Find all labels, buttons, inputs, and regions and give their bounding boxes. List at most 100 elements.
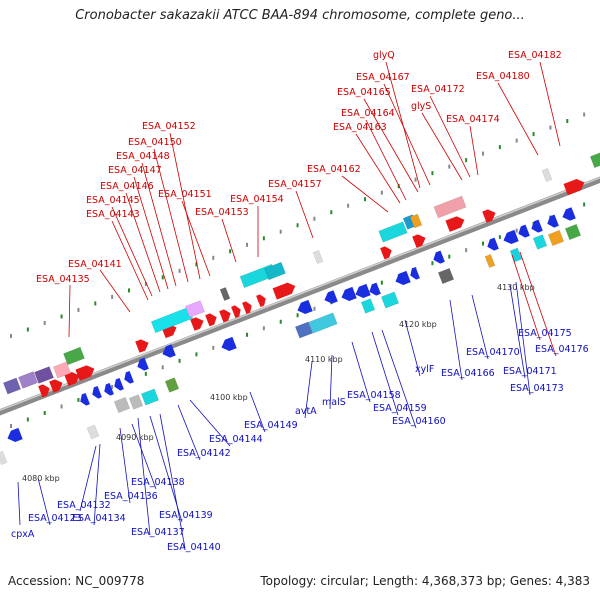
tick-mark [431,171,434,176]
reverse-gene [487,237,499,251]
tick-mark [465,248,468,253]
rna-gene [264,261,286,281]
gene-label: ESA_04167 [356,72,410,83]
gene-label: ESA_04165 [337,87,391,98]
gene-label: ESA_04123 [28,513,82,524]
topology-text: Topology: circular; Length: 4,368,373 bp… [260,574,590,588]
accession-text: Accession: NC_009778 [8,574,145,588]
tick-mark [583,112,586,117]
reverse-gene [369,282,381,296]
scale-label: 4100 kbp [210,393,248,402]
gene-label: ESA_04172 [411,84,465,95]
gene-label: ESA_04139 [159,510,213,521]
leader-line [153,148,189,283]
reverse-gene [562,207,576,221]
tick-mark [566,119,569,124]
tick-mark [296,223,299,228]
tick-mark [212,345,215,350]
gene-label: ESA_04132 [57,500,111,511]
leader-line [295,190,314,239]
leader-line [351,341,371,403]
tick-mark [583,202,586,207]
forward-gene [563,178,585,196]
gene-features [0,151,600,466]
leader-line [181,200,211,277]
leader-line [341,175,389,213]
leader-line [37,477,51,526]
tick-mark [128,288,130,293]
tick-mark [111,294,114,299]
tick-mark [482,241,484,246]
forward-gene [412,234,426,248]
gene-label: ESA_04180 [476,71,530,82]
tick-mark [246,242,248,247]
rna-gene [378,221,408,243]
gene-label: cpxA [11,529,35,540]
leader-line [497,82,539,156]
gene-label: ESA_04157 [268,179,322,190]
leader-line [519,251,557,357]
forward-gene [205,313,217,327]
leader-line [371,331,399,416]
scale-label: 4090 kbp [116,433,154,442]
leader-line [355,133,401,204]
leader-line [471,294,489,360]
forward-gene [135,339,149,353]
reverse-gene [221,336,237,351]
gene-label: ESA_04158 [347,390,401,401]
tick-mark [195,352,198,357]
tick-mark [212,255,215,260]
scale-labels: 4080 kbp 4090 kbp 4100 kbp 4110 kbp 4120… [22,283,535,483]
gene-label: ESA_04151 [158,189,212,200]
reverse-gene [503,229,519,244]
gene-label: ESA_04136 [104,491,158,502]
tick-mark [482,151,484,156]
tick-mark [414,177,417,182]
misc-feature [484,253,496,269]
tick-mark [10,424,12,428]
gene-label: ESA_04147 [108,165,162,176]
tick-mark [279,229,282,234]
reverse-gene [410,266,420,280]
chromosome-backbone-highlight [0,176,600,412]
gene-label: glyQ [373,50,395,61]
forward-gene [272,282,296,300]
leader-line [125,192,161,293]
tick-mark [498,235,501,240]
forward-gene [256,294,266,308]
reverse-gene [547,214,559,228]
gene-label: ESA_04141 [68,259,122,270]
tick-mark [77,307,80,312]
misc-feature [2,377,22,395]
gene-label: ESA_04142 [177,448,231,459]
tick-mark [43,320,46,325]
tick-mark [144,371,147,376]
leader-line [421,112,463,181]
forward-gene-labels: ESA_04135 ESA_04141 ESA_04143 ESA_04145 … [36,50,562,285]
tick-mark [161,275,164,280]
gene-label: ESA_04162 [307,164,361,175]
leader-line [404,319,421,377]
leader-line [79,445,97,512]
reverse-gene-labels: cpxA ESA_04123 ESA_04132 ESA_04134 ESA_0… [11,328,589,553]
reverse-gene [92,385,102,399]
tick-mark [465,158,468,163]
tick-mark [313,306,316,311]
scale-label: 4080 kbp [22,474,60,483]
misc-feature [219,286,231,302]
chromosome-backbone [0,176,600,416]
misc-feature [564,223,582,241]
gene-label: ESA_04163 [333,122,387,133]
gene-label: ESA_04171 [503,366,557,377]
gene-label: ESA_04173 [510,383,564,394]
gene-label: ESA_04182 [508,50,562,61]
tick-mark [279,319,282,324]
tick-mark [26,417,29,422]
leader-line [429,95,471,178]
tick-mark [515,228,518,233]
leader-line [99,269,131,313]
tick-mark [380,190,383,195]
pseudo-gene [433,195,467,219]
reverse-gene [395,270,411,285]
